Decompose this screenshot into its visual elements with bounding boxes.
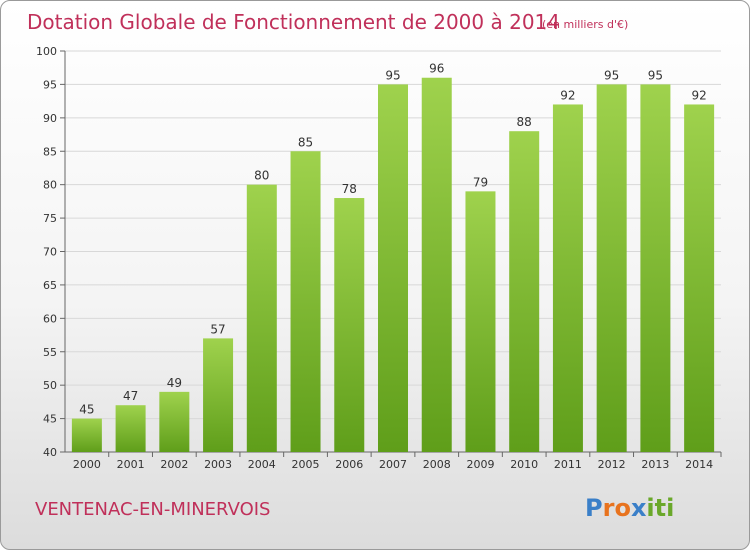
y-tick-label: 100 [36,45,57,58]
data-label: 95 [385,68,400,82]
logo-letter: o [614,494,631,522]
bar-2013 [640,84,671,453]
bar-2014 [684,104,715,452]
commune-name: VENTENAC-EN-MINERVOIS [35,499,270,520]
bar-2004 [246,184,277,452]
x-tick-label: 2006 [335,458,363,471]
bar-2007 [378,84,408,453]
x-tick-label: 2009 [466,458,494,471]
bars [71,77,715,453]
x-tick-label: 2001 [117,458,145,471]
data-label: 85 [298,135,313,149]
y-tick-label: 55 [43,346,57,359]
bar-2003 [203,338,234,452]
x-tick-label: 2008 [423,458,451,471]
data-label: 47 [123,389,138,403]
logo-letter: i [666,494,674,522]
data-label: 95 [648,68,663,82]
x-tick-label: 2007 [379,458,407,471]
bar-2006 [334,198,365,452]
y-tick-labels: 40 45 50 55 60 65 70 75 80 85 90 95 100 [36,45,57,459]
data-label: 96 [429,62,444,76]
x-tick-labels: 2000 2001 2002 2003 2004 2005 2006 2007 2008 2009… [73,452,722,471]
x-tick-label: 2011 [554,458,582,471]
bar-2012 [596,84,627,453]
chart-subtitle: (en milliers d'€) [542,18,628,31]
bar-2002 [159,391,190,452]
y-tick-label: 50 [43,379,57,392]
data-label: 95 [604,68,619,82]
y-tick-label: 80 [43,179,57,192]
bar-2010 [509,131,540,452]
data-label: 49 [167,376,182,390]
x-tick-label: 2002 [160,458,188,471]
data-label: 57 [210,322,225,336]
y-tick-label: 75 [43,212,57,225]
bar-2009 [465,191,496,452]
chart-title: Dotation Globale de Fonctionnement de 20… [27,10,560,34]
logo-letter: t [655,494,666,522]
x-tick-label: 2005 [292,458,320,471]
y-tick-label: 45 [43,413,57,426]
bar-2005 [290,151,321,452]
data-label: 45 [79,403,94,417]
bar-2008 [421,77,452,452]
x-tick-label: 2014 [685,458,713,471]
data-label: 80 [254,169,269,183]
y-tick-label: 95 [43,78,57,91]
data-label: 78 [342,182,357,196]
bar-2000 [71,418,102,452]
data-label: 92 [560,88,575,102]
proxiti-logo: Proxiti [585,494,674,522]
data-label: 88 [517,115,532,129]
y-tick-label: 70 [43,246,57,259]
data-label: 79 [473,175,488,189]
x-tick-label: 2004 [248,458,276,471]
y-tick-label: 85 [43,145,57,158]
x-tick-label: 2003 [204,458,232,471]
data-label: 92 [691,88,706,102]
x-tick-label: 2000 [73,458,101,471]
data-labels: 45 47 49 57 80 85 78 95 96 79 88 92 95 95 92 [79,62,707,417]
x-tick-label: 2010 [510,458,538,471]
y-tick-label: 65 [43,279,57,292]
x-tick-label: 2013 [641,458,669,471]
y-tick-label: 90 [43,112,57,125]
x-tick-label: 2012 [598,458,626,471]
bar-2011 [552,104,583,452]
y-tick-label: 60 [43,312,57,325]
logo-letter: i [646,494,654,522]
logo-letter: P [585,494,603,522]
logo-letter: x [631,494,647,522]
y-tick-label: 40 [43,446,57,459]
logo-letter: r [603,494,615,522]
bar-2001 [115,405,146,452]
